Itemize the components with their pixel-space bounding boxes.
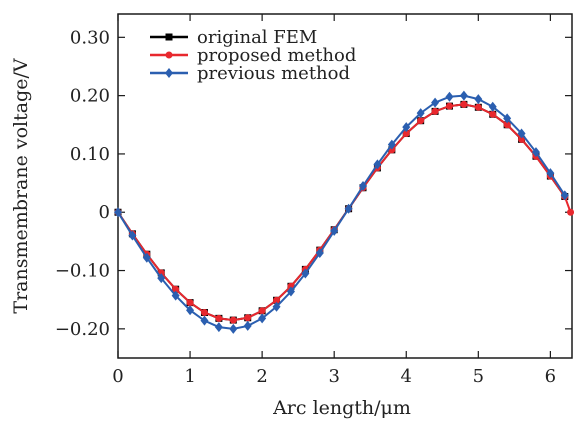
x-tick-label: 4 bbox=[401, 366, 412, 387]
data-point bbox=[229, 324, 237, 334]
x-tick-label: 6 bbox=[545, 366, 556, 387]
data-point bbox=[446, 103, 453, 110]
x-tick-label: 1 bbox=[184, 366, 195, 387]
data-point bbox=[489, 111, 496, 118]
data-point bbox=[417, 117, 424, 124]
legend-marker bbox=[166, 52, 173, 59]
series-line bbox=[118, 96, 565, 329]
legend-marker bbox=[166, 34, 173, 41]
x-axis-label: Arc length/μm bbox=[272, 397, 411, 419]
data-point bbox=[244, 321, 252, 331]
y-tick-label: −0.20 bbox=[55, 319, 110, 340]
y-tick-label: −0.10 bbox=[55, 261, 110, 282]
series-layer bbox=[114, 91, 574, 334]
series-proposed-method bbox=[115, 101, 574, 324]
data-point bbox=[567, 209, 574, 216]
y-axis-label: Transmembrane voltage/V bbox=[10, 58, 32, 313]
legend-label: previous method bbox=[197, 63, 350, 84]
data-point bbox=[215, 315, 222, 322]
legend-item: previous method bbox=[150, 63, 350, 84]
series-line bbox=[118, 104, 571, 320]
legend-marker bbox=[165, 68, 173, 78]
data-point bbox=[230, 317, 237, 324]
y-tick-label: 0.30 bbox=[70, 27, 110, 48]
data-point bbox=[431, 98, 439, 108]
data-point bbox=[244, 314, 251, 321]
data-point bbox=[187, 299, 194, 306]
x-tick-label: 2 bbox=[256, 366, 267, 387]
x-tick-label: 3 bbox=[328, 366, 339, 387]
data-point bbox=[201, 309, 208, 316]
data-point bbox=[445, 92, 453, 102]
y-tick-label: 0.20 bbox=[70, 86, 110, 107]
data-point bbox=[200, 316, 208, 326]
x-tick-label: 5 bbox=[473, 366, 484, 387]
series-previous-method bbox=[114, 91, 569, 334]
data-point bbox=[432, 108, 439, 115]
series-original-FEM bbox=[115, 101, 569, 324]
y-tick-label: 0 bbox=[99, 202, 110, 223]
data-point bbox=[215, 322, 223, 332]
data-point bbox=[259, 307, 266, 314]
series-line bbox=[118, 104, 565, 320]
data-point bbox=[475, 104, 482, 111]
x-tick-label: 0 bbox=[112, 366, 123, 387]
data-point bbox=[474, 94, 482, 104]
y-tick-label: 0.10 bbox=[70, 144, 110, 165]
data-point bbox=[460, 101, 467, 108]
data-point bbox=[460, 91, 468, 101]
